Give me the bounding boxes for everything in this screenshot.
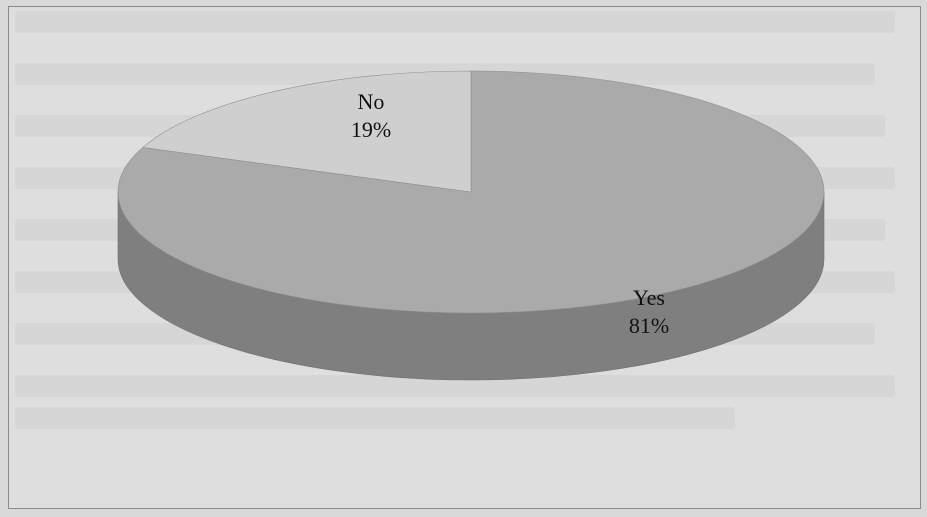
slice-value-yes: 81% xyxy=(629,313,669,338)
slice-value-no: 19% xyxy=(351,117,391,142)
pie-chart: Yes 81% No 19% xyxy=(117,70,825,381)
slice-label-yes: Yes xyxy=(633,285,665,310)
chart-frame: Yes 81% No 19% xyxy=(8,6,921,509)
slice-label-no: No xyxy=(358,89,385,114)
pie-slice-no xyxy=(142,70,472,193)
